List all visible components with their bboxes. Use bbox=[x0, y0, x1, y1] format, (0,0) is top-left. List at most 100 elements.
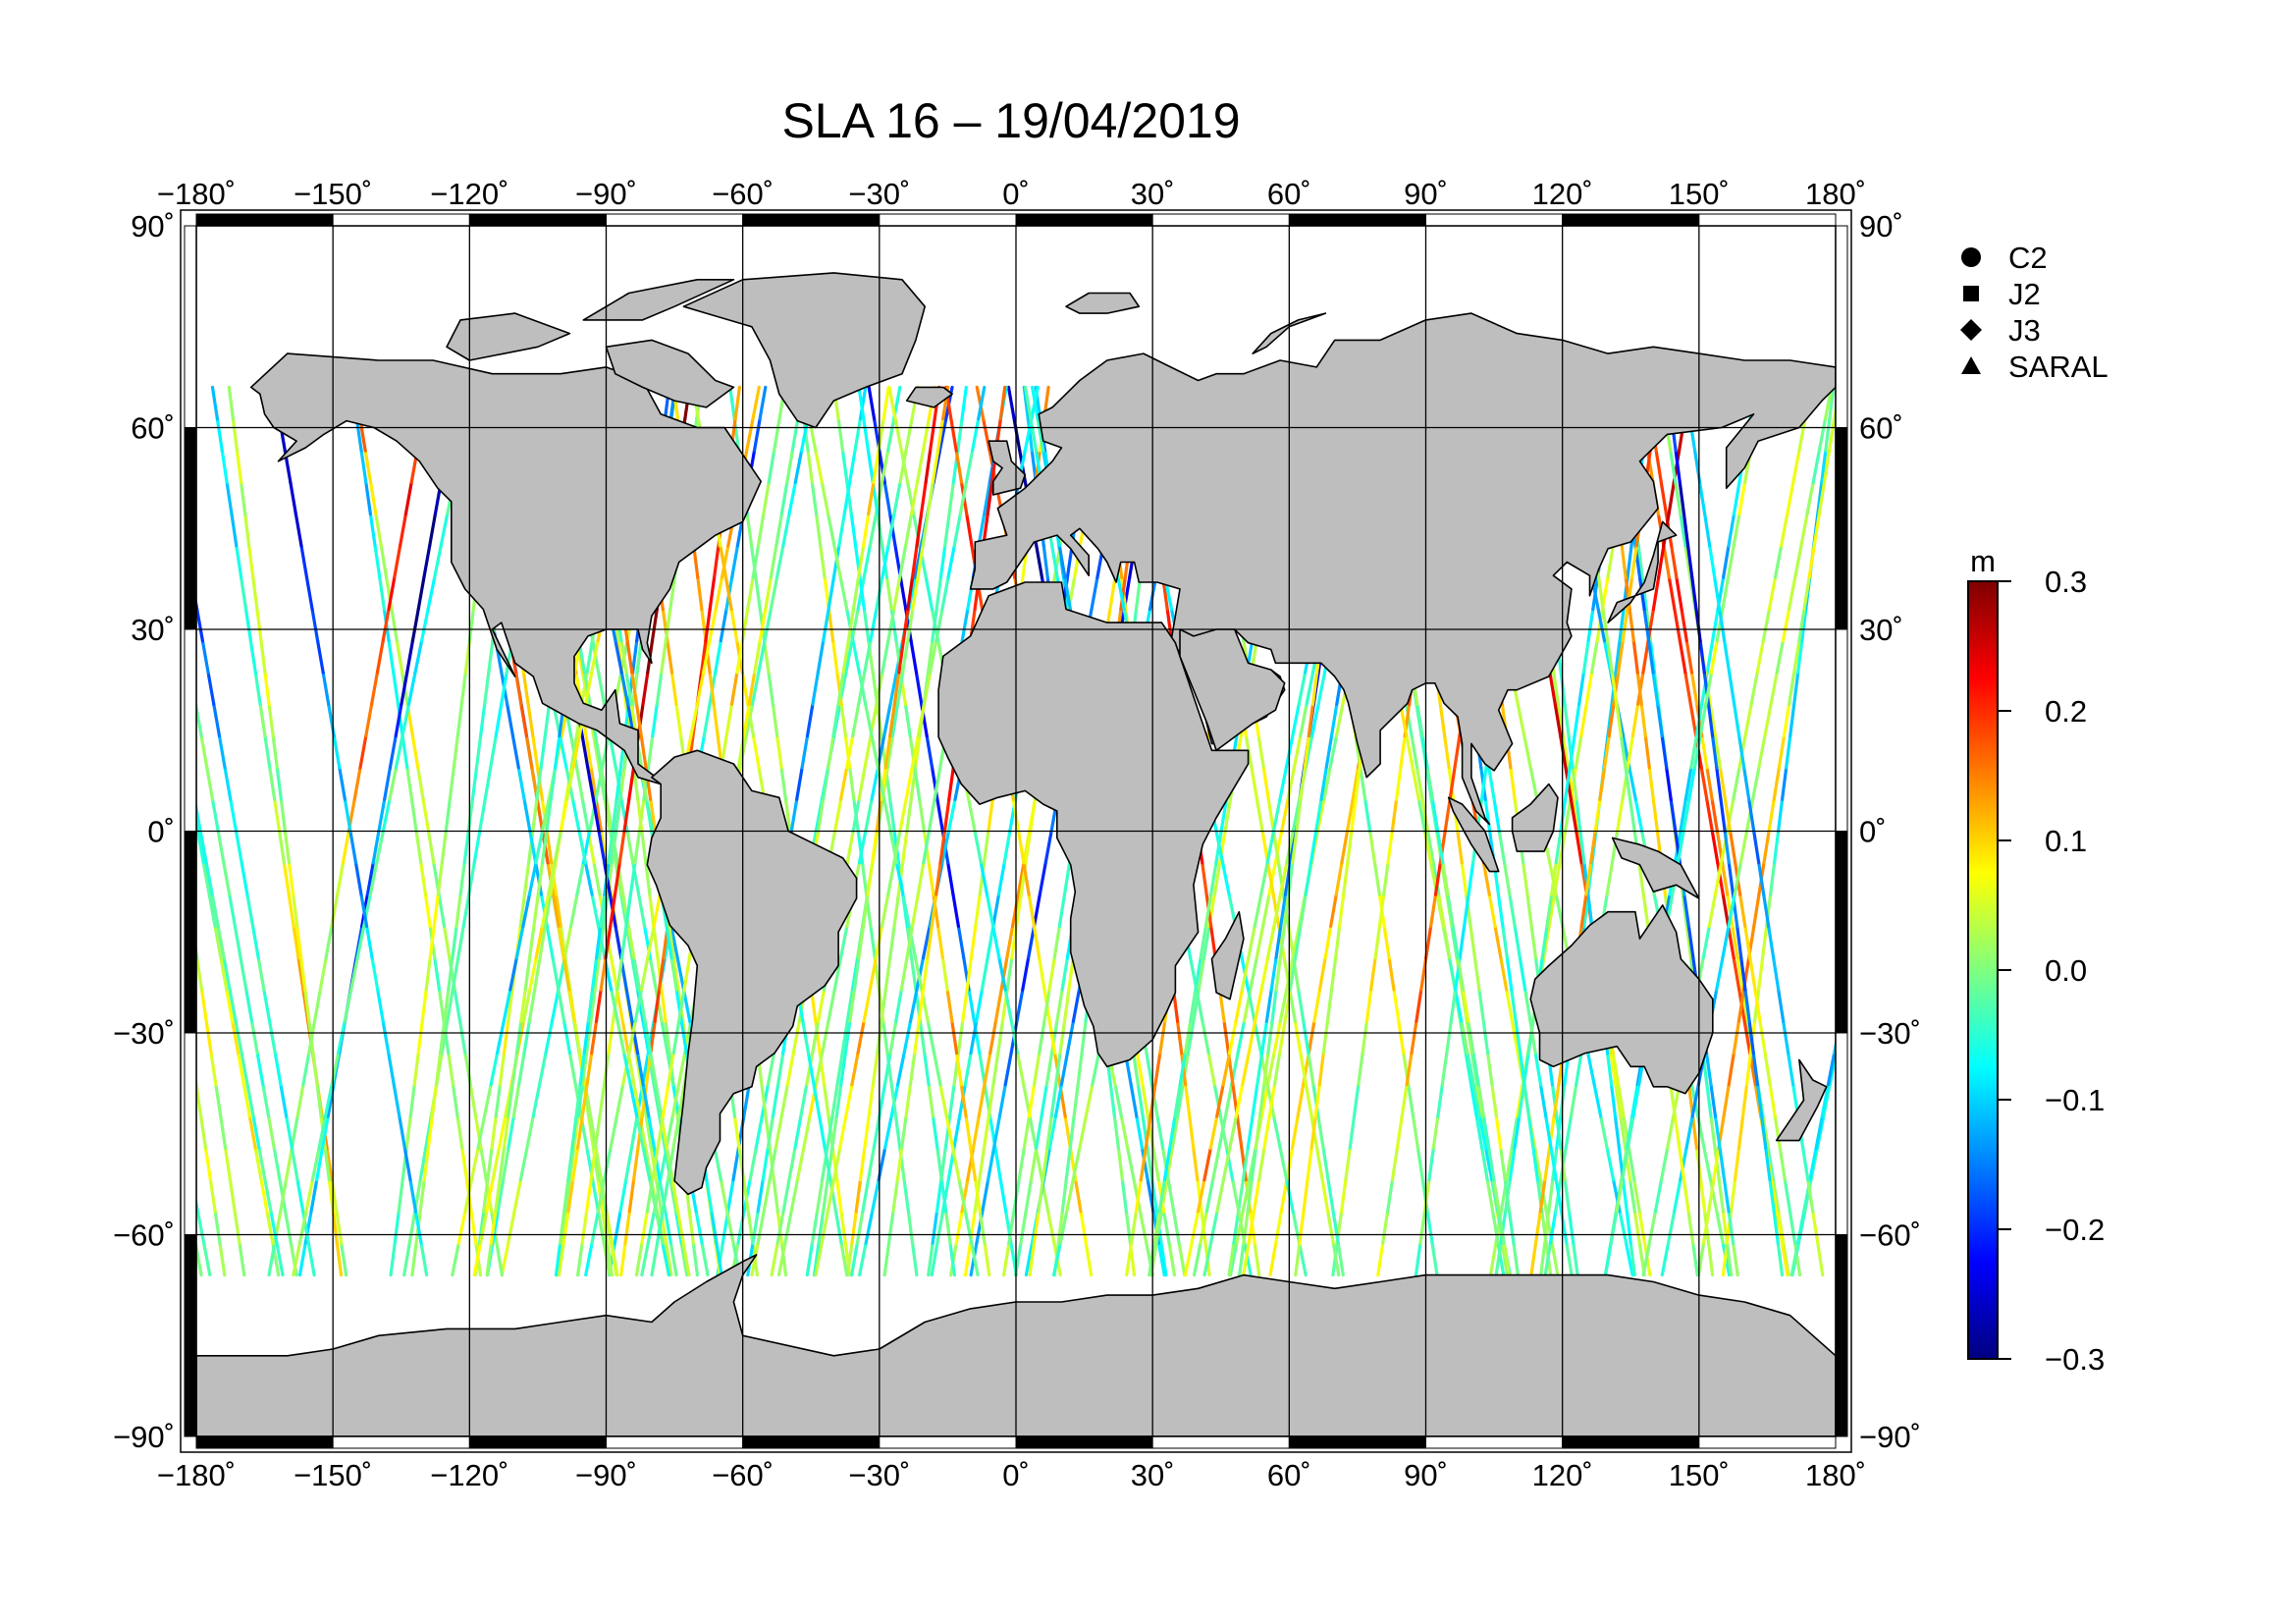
track-segment bbox=[901, 607, 910, 643]
track-segment bbox=[1485, 1051, 1494, 1087]
track-segment bbox=[1209, 924, 1217, 960]
track-segment bbox=[216, 924, 226, 960]
track-segment bbox=[665, 1241, 673, 1277]
track-segment bbox=[729, 671, 739, 706]
track-segment bbox=[850, 1241, 859, 1277]
track-segment bbox=[1732, 480, 1741, 516]
track-segment bbox=[1352, 1083, 1361, 1118]
track-segment bbox=[882, 797, 892, 834]
track-segment bbox=[296, 956, 305, 992]
track-segment bbox=[1303, 733, 1310, 770]
track-segment bbox=[1726, 893, 1735, 929]
track-segment bbox=[908, 988, 919, 1023]
track-segment bbox=[1076, 1051, 1084, 1087]
track-segment bbox=[363, 449, 373, 484]
track-segment bbox=[387, 639, 396, 675]
track-segment bbox=[1619, 733, 1628, 770]
track-segment bbox=[965, 956, 974, 992]
track-segment bbox=[1307, 1019, 1316, 1055]
track-segment bbox=[666, 639, 674, 675]
track-segment bbox=[578, 1051, 586, 1087]
track-segment bbox=[763, 607, 773, 643]
land-iceland bbox=[905, 386, 953, 408]
track-segment bbox=[811, 671, 820, 706]
track-segment bbox=[1485, 1178, 1495, 1214]
frame-segment-top bbox=[879, 213, 1017, 227]
track-segment bbox=[901, 893, 911, 929]
track-segment bbox=[918, 1019, 927, 1055]
track-segment bbox=[1241, 1178, 1252, 1214]
track-segment bbox=[1053, 1083, 1064, 1118]
track-segment bbox=[1280, 797, 1290, 834]
track-segment bbox=[1721, 1210, 1730, 1245]
track-segment bbox=[963, 1210, 974, 1245]
track-segment bbox=[862, 544, 872, 579]
track-segment bbox=[670, 1083, 681, 1118]
track-segment bbox=[1262, 1051, 1270, 1087]
track-segment bbox=[1626, 733, 1635, 770]
track-segment bbox=[248, 639, 257, 675]
track-segment bbox=[1581, 639, 1590, 675]
track-segment bbox=[440, 1019, 450, 1055]
track-segment bbox=[1674, 449, 1682, 484]
track-segment bbox=[1320, 1178, 1330, 1214]
track-segment bbox=[205, 766, 215, 801]
track-segment bbox=[1716, 861, 1725, 896]
track-segment bbox=[590, 956, 599, 992]
track-segment bbox=[938, 829, 947, 865]
track-segment bbox=[935, 797, 944, 834]
track-segment bbox=[416, 575, 426, 612]
track-segment bbox=[1548, 671, 1557, 706]
track-segment bbox=[1345, 797, 1355, 834]
track-segment bbox=[1775, 639, 1786, 675]
track-segment bbox=[1328, 733, 1339, 770]
frame-segment-bottom bbox=[1151, 1435, 1290, 1449]
track-segment bbox=[1704, 671, 1714, 706]
track-segment bbox=[240, 1051, 249, 1087]
track-segment bbox=[758, 385, 768, 421]
track-segment bbox=[214, 1083, 223, 1118]
frame-segment-bottom bbox=[468, 1435, 608, 1449]
track-segment bbox=[261, 1083, 271, 1118]
track-segment bbox=[1189, 988, 1198, 1023]
track-segment bbox=[402, 1146, 412, 1182]
track-segment bbox=[889, 1083, 898, 1118]
track-segment bbox=[1136, 1083, 1145, 1118]
track-segment bbox=[714, 639, 722, 675]
track-segment bbox=[1307, 702, 1315, 738]
track-segment bbox=[939, 1178, 948, 1214]
track-segment bbox=[1807, 544, 1816, 579]
track-segment bbox=[1307, 1051, 1315, 1087]
track-segment bbox=[746, 575, 755, 612]
track-segment bbox=[1055, 988, 1064, 1023]
land-madagascar bbox=[1210, 910, 1245, 1001]
track-segment bbox=[924, 449, 933, 484]
track-segment bbox=[826, 1178, 836, 1214]
track-segment bbox=[1057, 544, 1067, 579]
track-segment bbox=[1212, 1083, 1223, 1118]
track-segment bbox=[1508, 893, 1517, 929]
track-segment bbox=[1769, 671, 1779, 706]
track-segment bbox=[1460, 1019, 1469, 1055]
track-segment bbox=[869, 607, 879, 643]
track-segment bbox=[1775, 1210, 1785, 1245]
track-segment bbox=[855, 1210, 865, 1245]
track-segment bbox=[861, 512, 871, 548]
track-segment bbox=[1041, 1146, 1049, 1182]
track-segment bbox=[502, 988, 512, 1023]
track-segment bbox=[1674, 480, 1682, 516]
track-segment bbox=[1605, 1146, 1616, 1182]
track-segment bbox=[562, 1178, 570, 1214]
track-segment bbox=[754, 575, 762, 612]
track-segment bbox=[239, 956, 248, 992]
track-segment bbox=[1214, 829, 1223, 865]
track-segment bbox=[388, 766, 398, 801]
frame-segment-left bbox=[184, 427, 197, 630]
track-segment bbox=[1079, 1210, 1088, 1245]
track-segment bbox=[687, 1210, 695, 1245]
track-segment bbox=[700, 1241, 710, 1277]
track-segment bbox=[602, 1241, 612, 1277]
track-segment bbox=[1235, 1114, 1244, 1151]
track-segment bbox=[1547, 893, 1557, 929]
land-new-guinea bbox=[1611, 837, 1700, 899]
